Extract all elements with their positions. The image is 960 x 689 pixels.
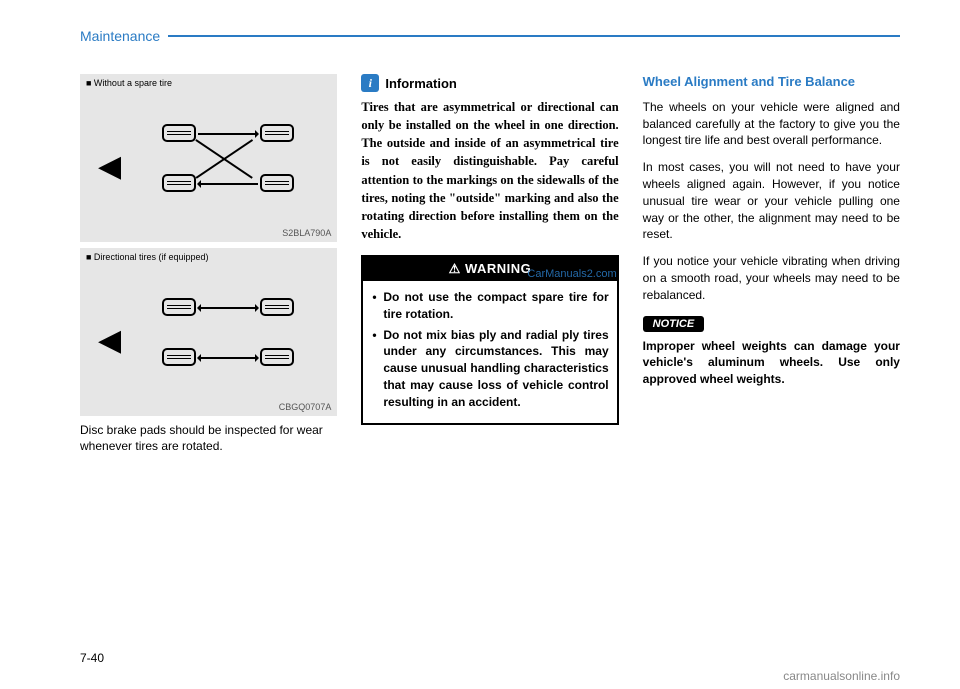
- content-columns: ■ Without a spare tire ◀ S2BLA790A ■ Dir…: [80, 74, 900, 454]
- rotation-line: [198, 307, 258, 309]
- warning-title: WARNING: [465, 261, 531, 276]
- diagram-caption: Disc brake pads should be inspected for …: [80, 422, 337, 454]
- rotation-line: [198, 183, 258, 185]
- footer-watermark: carmanualsonline.info: [783, 669, 900, 683]
- header-rule: [168, 35, 900, 37]
- warning-item: Do not mix bias ply and radial ply tires…: [371, 327, 608, 411]
- body-paragraph: If you notice your vehicle vibrating whe…: [643, 253, 900, 303]
- diagram-label: ■ Without a spare tire: [86, 78, 172, 88]
- tire-icon: [162, 348, 196, 366]
- manual-page: Maintenance ■ Without a spare tire ◀ S2B…: [0, 0, 960, 689]
- subsection-title: Wheel Alignment and Tire Balance: [643, 74, 900, 91]
- tire-icon: [162, 298, 196, 316]
- column-3: Wheel Alignment and Tire Balance The whe…: [643, 74, 900, 454]
- rotation-line: [198, 133, 258, 135]
- warning-box: ⚠ WARNING CarManuals2.com Do not use the…: [361, 255, 618, 425]
- diagram-code: CBGQ0707A: [279, 402, 332, 412]
- body-paragraph: In most cases, you will not need to have…: [643, 159, 900, 243]
- info-body: Tires that are asymmetrical or direction…: [361, 98, 618, 243]
- body-paragraph: The wheels on your vehicle were aligned …: [643, 99, 900, 149]
- info-title: Information: [385, 76, 457, 91]
- tire-icon: [260, 298, 294, 316]
- page-number: 7-40: [80, 651, 104, 665]
- column-1: ■ Without a spare tire ◀ S2BLA790A ■ Dir…: [80, 74, 337, 454]
- tire-icon: [260, 174, 294, 192]
- tire-icon: [162, 174, 196, 192]
- info-header: i Information: [361, 74, 618, 92]
- diagram-label: ■ Directional tires (if equipped): [86, 252, 209, 262]
- column-2: i Information Tires that are asymmetrica…: [361, 74, 618, 454]
- tire-rotation-diagram-directional: ■ Directional tires (if equipped) ◀ CBGQ…: [80, 248, 337, 416]
- section-name: Maintenance: [80, 28, 168, 44]
- notice-label: NOTICE: [643, 316, 705, 332]
- warning-body: CarManuals2.com Do not use the compact s…: [363, 281, 616, 423]
- watermark-text: CarManuals2.com: [527, 267, 616, 282]
- rotation-line: [198, 357, 258, 359]
- tire-icon: [260, 348, 294, 366]
- direction-arrow-icon: ◀: [98, 326, 121, 356]
- direction-arrow-icon: ◀: [98, 152, 121, 182]
- diagram-code: S2BLA790A: [282, 228, 331, 238]
- warning-icon: ⚠: [449, 261, 461, 276]
- info-icon: i: [361, 74, 379, 92]
- page-header: Maintenance: [80, 28, 900, 44]
- tire-rotation-diagram-standard: ■ Without a spare tire ◀ S2BLA790A: [80, 74, 337, 242]
- tire-icon: [162, 124, 196, 142]
- notice-body: Improper wheel weights can damage your v…: [643, 338, 900, 388]
- warning-item: Do not use the compact spare tire for ti…: [371, 289, 608, 323]
- tire-icon: [260, 124, 294, 142]
